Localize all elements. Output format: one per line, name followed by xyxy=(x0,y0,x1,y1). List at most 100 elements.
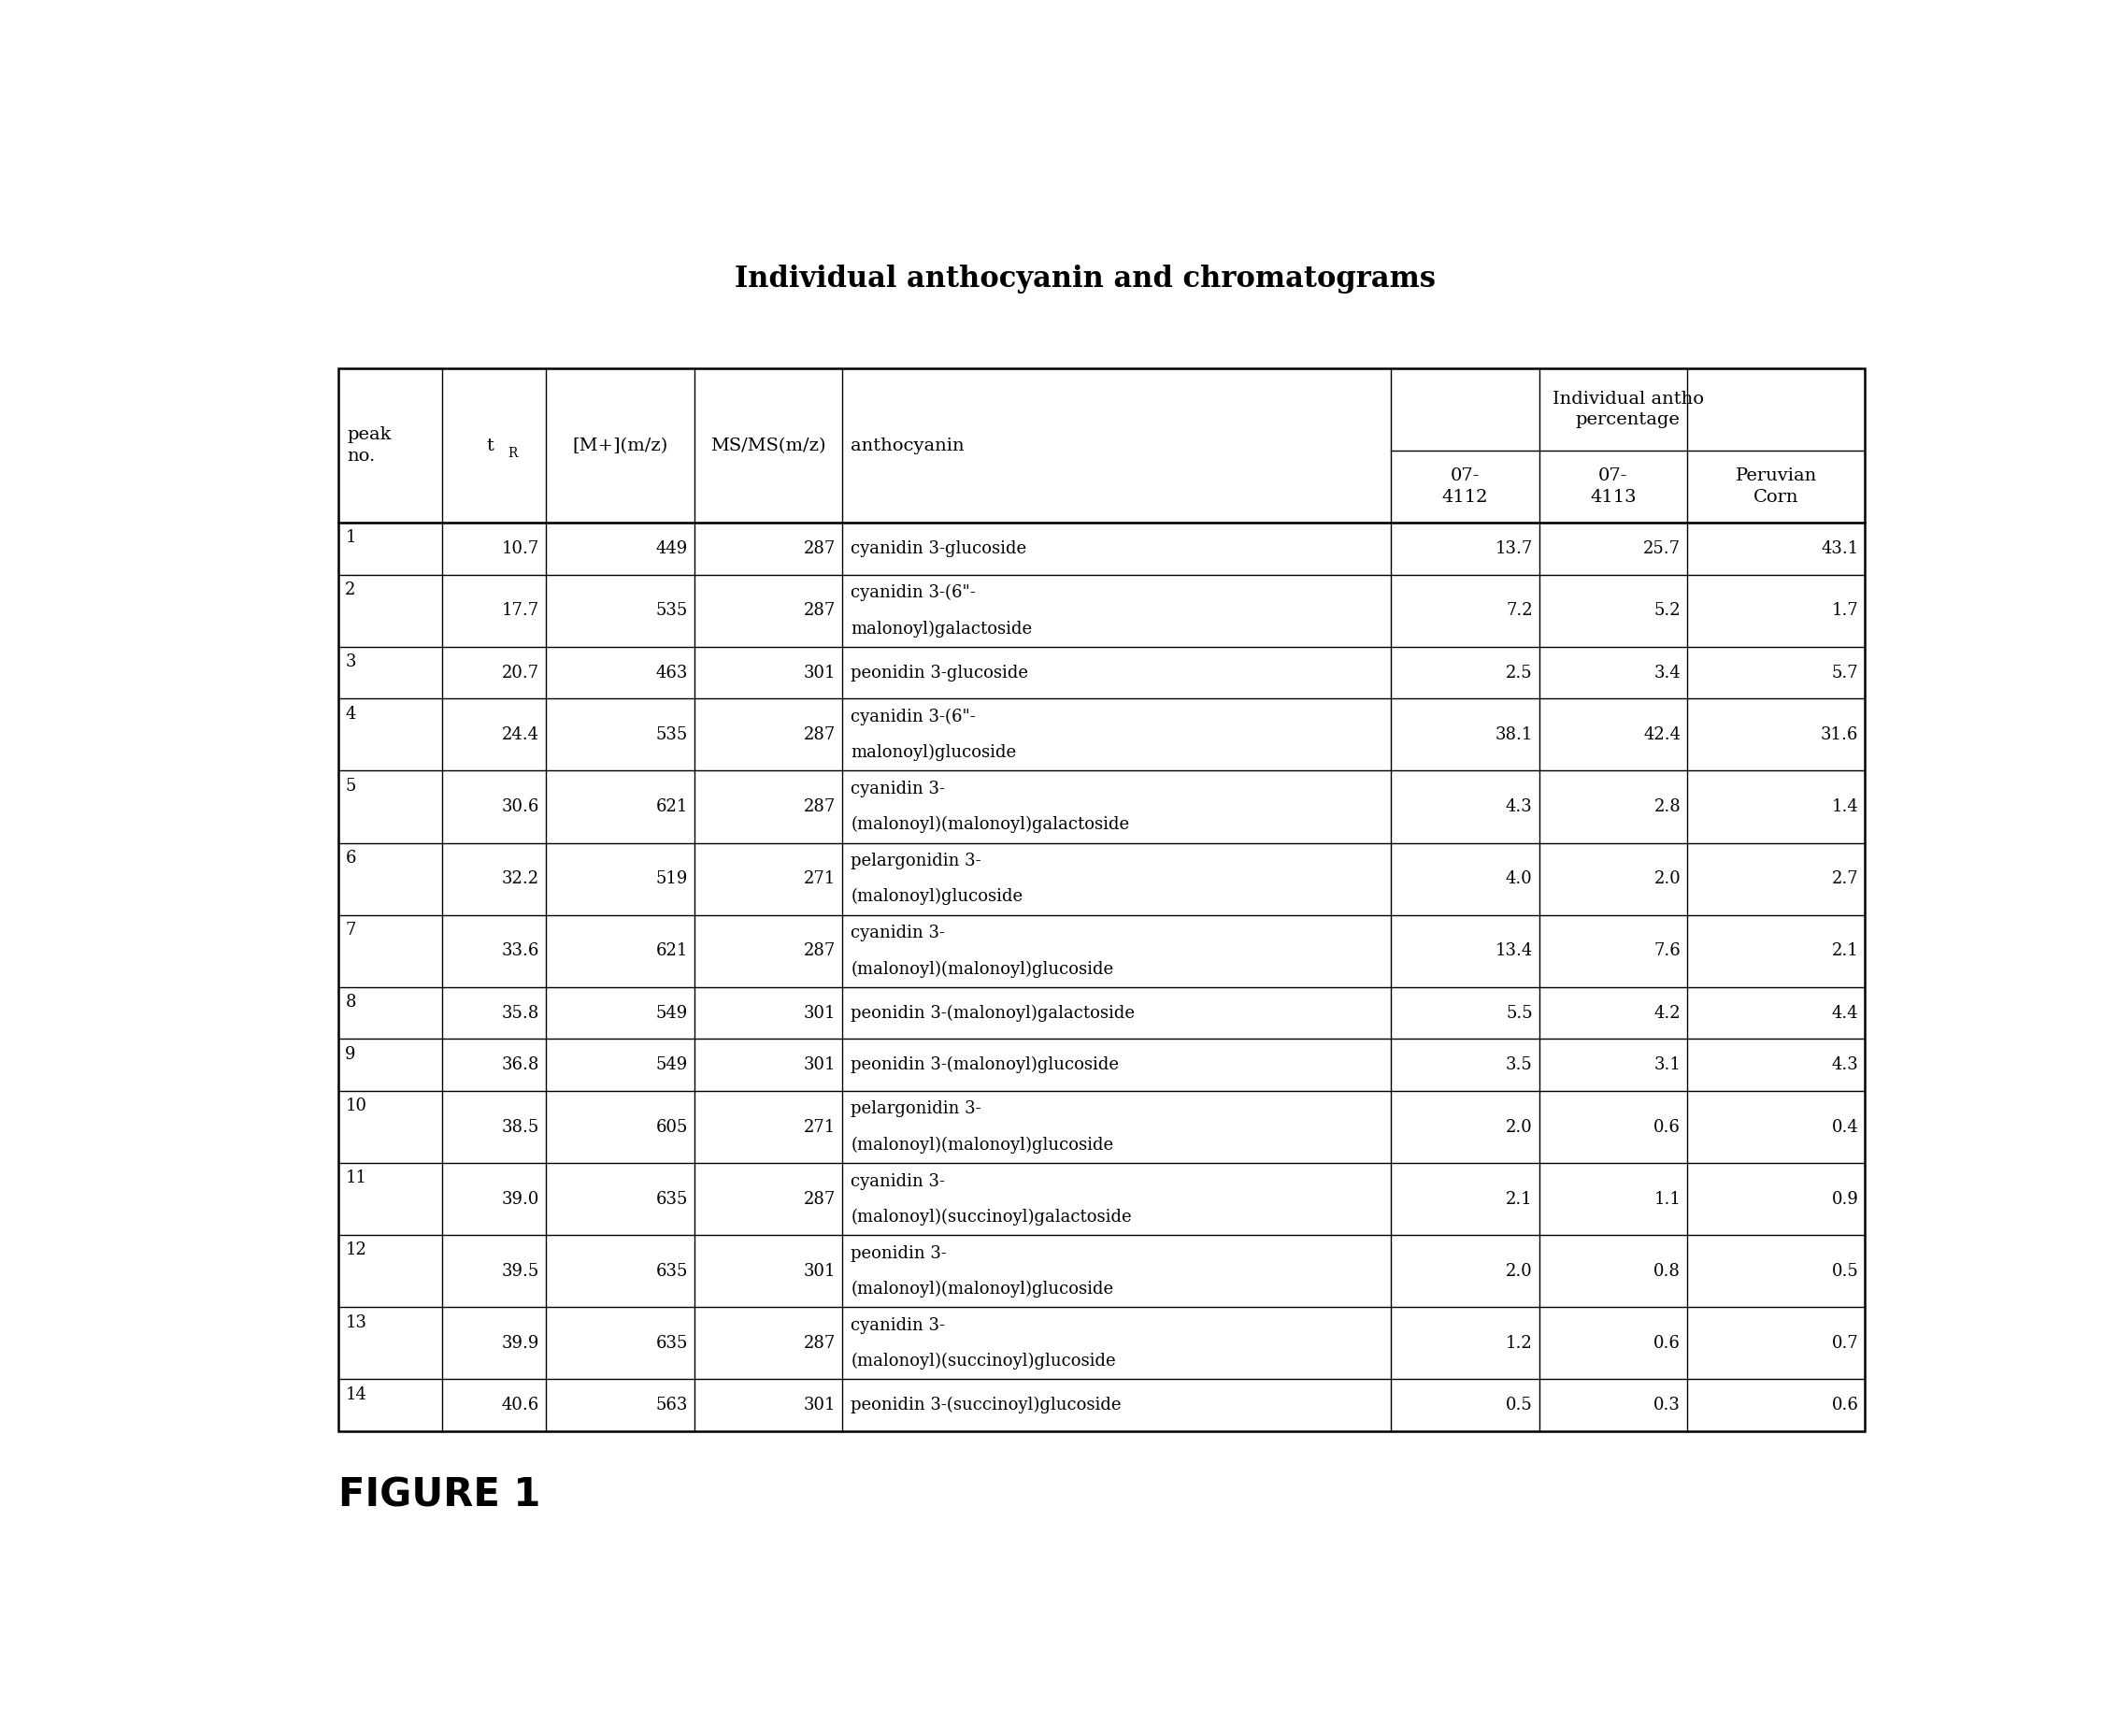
Text: 535: 535 xyxy=(657,602,688,620)
Text: 2.0: 2.0 xyxy=(1506,1118,1533,1135)
Text: pelargonidin 3-: pelargonidin 3- xyxy=(851,1101,981,1118)
Text: (malonoyl)(succinoyl)galactoside: (malonoyl)(succinoyl)galactoside xyxy=(851,1208,1131,1226)
Text: malonoyl)galactoside: malonoyl)galactoside xyxy=(851,620,1031,637)
Text: pelargonidin 3-: pelargonidin 3- xyxy=(851,852,981,870)
Text: peonidin 3-(malonoyl)galactoside: peonidin 3-(malonoyl)galactoside xyxy=(851,1005,1135,1021)
Text: 30.6: 30.6 xyxy=(502,799,540,816)
Text: 31.6: 31.6 xyxy=(1821,726,1860,743)
Text: 5.7: 5.7 xyxy=(1832,665,1860,681)
Text: cyanidin 3-glucoside: cyanidin 3-glucoside xyxy=(851,540,1027,557)
Text: MS/MS(m/z): MS/MS(m/z) xyxy=(712,437,826,455)
Text: 7.6: 7.6 xyxy=(1654,943,1682,960)
Text: 549: 549 xyxy=(657,1005,688,1021)
Text: 13: 13 xyxy=(345,1314,366,1332)
Text: cyanidin 3-: cyanidin 3- xyxy=(851,781,945,797)
Text: (malonoyl)(succinoyl)glucoside: (malonoyl)(succinoyl)glucoside xyxy=(851,1352,1116,1370)
Text: 0.6: 0.6 xyxy=(1654,1118,1682,1135)
Text: 271: 271 xyxy=(805,870,837,887)
Text: 3: 3 xyxy=(345,653,356,670)
Text: 287: 287 xyxy=(805,726,837,743)
Text: (malonoyl)(malonoyl)glucoside: (malonoyl)(malonoyl)glucoside xyxy=(851,1137,1114,1154)
Text: 8: 8 xyxy=(345,993,356,1010)
Text: 9: 9 xyxy=(345,1045,356,1062)
Text: 11: 11 xyxy=(345,1170,366,1187)
Text: 38.5: 38.5 xyxy=(502,1118,540,1135)
Text: 4.3: 4.3 xyxy=(1832,1057,1860,1073)
Text: 463: 463 xyxy=(657,665,688,681)
Text: 2.0: 2.0 xyxy=(1506,1262,1533,1279)
Text: 36.8: 36.8 xyxy=(502,1057,540,1073)
Text: 07-
4113: 07- 4113 xyxy=(1591,467,1637,505)
Text: cyanidin 3-(6"-: cyanidin 3-(6"- xyxy=(851,708,976,726)
Text: peonidin 3-(malonoyl)glucoside: peonidin 3-(malonoyl)glucoside xyxy=(851,1057,1118,1073)
Text: 20.7: 20.7 xyxy=(502,665,540,681)
Text: 2.5: 2.5 xyxy=(1506,665,1533,681)
Text: (malonoyl)(malonoyl)glucoside: (malonoyl)(malonoyl)glucoside xyxy=(851,960,1114,977)
Text: 4.4: 4.4 xyxy=(1832,1005,1860,1021)
Text: cyanidin 3-(6"-: cyanidin 3-(6"- xyxy=(851,583,976,601)
Text: 1.1: 1.1 xyxy=(1654,1191,1682,1208)
Text: t: t xyxy=(485,437,493,455)
Text: 3.5: 3.5 xyxy=(1506,1057,1533,1073)
Text: 1.2: 1.2 xyxy=(1506,1335,1533,1352)
Text: 39.5: 39.5 xyxy=(502,1262,540,1279)
Text: 287: 287 xyxy=(805,1191,837,1208)
Text: peonidin 3-(succinoyl)glucoside: peonidin 3-(succinoyl)glucoside xyxy=(851,1397,1120,1413)
Text: 621: 621 xyxy=(657,799,688,816)
Text: 1.4: 1.4 xyxy=(1832,799,1860,816)
Text: 4.0: 4.0 xyxy=(1506,870,1533,887)
Text: 605: 605 xyxy=(657,1118,688,1135)
Text: 519: 519 xyxy=(657,870,688,887)
Text: 7.2: 7.2 xyxy=(1506,602,1533,620)
Text: 33.6: 33.6 xyxy=(502,943,540,960)
Text: (malonoyl)(malonoyl)glucoside: (malonoyl)(malonoyl)glucoside xyxy=(851,1281,1114,1299)
Text: 287: 287 xyxy=(805,602,837,620)
Text: 635: 635 xyxy=(657,1262,688,1279)
Text: 2.8: 2.8 xyxy=(1654,799,1682,816)
Text: 4.3: 4.3 xyxy=(1506,799,1533,816)
Text: 6: 6 xyxy=(345,849,356,866)
Text: 287: 287 xyxy=(805,540,837,557)
Text: peonidin 3-: peonidin 3- xyxy=(851,1245,947,1262)
Text: 287: 287 xyxy=(805,1335,837,1352)
Text: 0.6: 0.6 xyxy=(1832,1397,1860,1413)
Text: 0.5: 0.5 xyxy=(1832,1262,1860,1279)
Text: anthocyanin: anthocyanin xyxy=(851,437,964,455)
Text: 10.7: 10.7 xyxy=(502,540,540,557)
Text: 449: 449 xyxy=(657,540,688,557)
Text: 32.2: 32.2 xyxy=(502,870,540,887)
Text: 10: 10 xyxy=(345,1097,366,1115)
Text: 0.8: 0.8 xyxy=(1654,1262,1682,1279)
Text: 35.8: 35.8 xyxy=(502,1005,540,1021)
Text: 301: 301 xyxy=(803,1262,837,1279)
Text: 535: 535 xyxy=(657,726,688,743)
Text: 0.9: 0.9 xyxy=(1832,1191,1860,1208)
Text: 4: 4 xyxy=(345,705,356,722)
Text: 287: 287 xyxy=(805,799,837,816)
Text: cyanidin 3-: cyanidin 3- xyxy=(851,1318,945,1333)
Text: FIGURE 1: FIGURE 1 xyxy=(339,1476,540,1516)
Text: Peruvian
Corn: Peruvian Corn xyxy=(1735,467,1817,505)
Text: 39.0: 39.0 xyxy=(502,1191,540,1208)
Text: 14: 14 xyxy=(345,1385,366,1403)
Text: 12: 12 xyxy=(345,1241,366,1259)
Text: 39.9: 39.9 xyxy=(502,1335,540,1352)
Text: 635: 635 xyxy=(657,1335,688,1352)
Text: [M+](m/z): [M+](m/z) xyxy=(572,437,667,455)
Text: 0.3: 0.3 xyxy=(1654,1397,1682,1413)
Text: (malonoyl)(malonoyl)galactoside: (malonoyl)(malonoyl)galactoside xyxy=(851,816,1129,833)
Text: 13.4: 13.4 xyxy=(1495,943,1533,960)
Text: 2.0: 2.0 xyxy=(1654,870,1682,887)
Text: Individual anthocyanin and chromatograms: Individual anthocyanin and chromatograms xyxy=(735,264,1436,293)
Text: 43.1: 43.1 xyxy=(1821,540,1860,557)
Text: 5.2: 5.2 xyxy=(1654,602,1682,620)
Text: 0.6: 0.6 xyxy=(1654,1335,1682,1352)
Text: 4.2: 4.2 xyxy=(1654,1005,1682,1021)
Text: 0.7: 0.7 xyxy=(1832,1335,1860,1352)
Text: 3.4: 3.4 xyxy=(1654,665,1682,681)
Text: 0.5: 0.5 xyxy=(1506,1397,1533,1413)
Text: 301: 301 xyxy=(803,1057,837,1073)
Text: 38.1: 38.1 xyxy=(1495,726,1533,743)
Text: 563: 563 xyxy=(657,1397,688,1413)
Text: 0.4: 0.4 xyxy=(1832,1118,1860,1135)
